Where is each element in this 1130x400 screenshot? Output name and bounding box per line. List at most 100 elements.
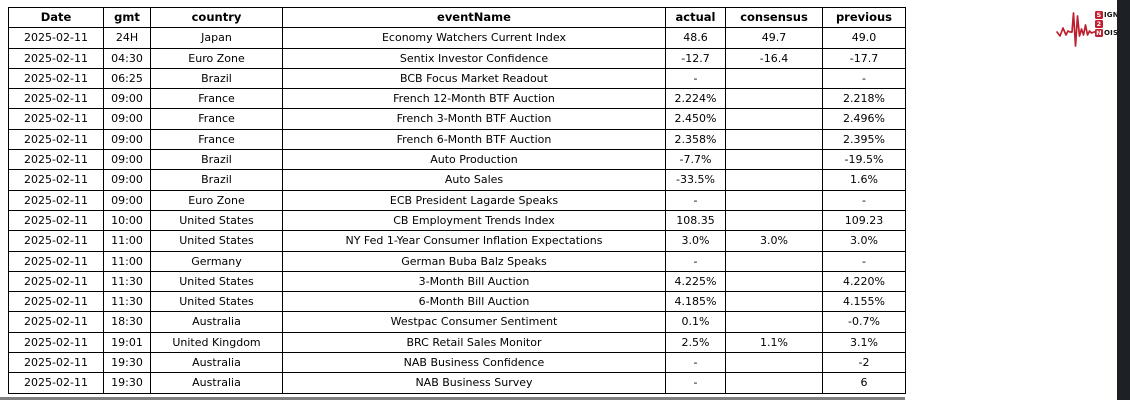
cell-gmt: 04:30 — [103, 47, 151, 69]
cell-eventname: Auto Production — [282, 149, 666, 171]
cell-country: France — [150, 88, 283, 110]
cell-country: Brazil — [150, 67, 283, 90]
cell-previous: 6 — [822, 372, 906, 394]
cell-date: 2025-02-11 — [8, 352, 104, 374]
cell-country: Australia — [150, 352, 283, 374]
column-header-gmt: gmt — [103, 6, 151, 29]
cell-date: 2025-02-11 — [8, 291, 104, 313]
cell-date: 2025-02-11 — [8, 149, 104, 171]
table-row: 2025-02-11 09:00 Euro Zone ECB President La… — [8, 189, 906, 211]
cell-previous: - — [822, 189, 906, 211]
cell-eventname: BCB Focus Market Readout — [282, 67, 666, 90]
cell-gmt: 06:25 — [103, 67, 151, 90]
cell-previous: - — [822, 67, 906, 90]
table-row: 2025-02-11 19:30 Australia NAB Business Sur… — [8, 372, 906, 394]
cell-gmt: 09:00 — [103, 169, 151, 191]
cell-actual: - — [665, 372, 726, 394]
cell-country: United States — [150, 209, 283, 232]
cell-actual: 2.450% — [665, 108, 726, 130]
cell-date: 2025-02-11 — [8, 47, 104, 69]
cell-country: Euro Zone — [150, 189, 283, 211]
cell-consensus — [725, 88, 823, 110]
table-row: 2025-02-11 09:00 Brazil Auto Production -7.7… — [8, 149, 906, 171]
table-row: 2025-02-11 09:00 France French 6-Month BTF … — [8, 128, 906, 151]
cell-consensus: -16.4 — [725, 47, 823, 69]
cell-country: United Kingdom — [150, 331, 283, 354]
cell-actual: 2.224% — [665, 88, 726, 110]
cell-eventname: Sentix Investor Confidence — [282, 47, 666, 69]
table-row: 2025-02-11 11:30 United States 6-Month Bill… — [8, 291, 906, 313]
table-row: 2025-02-11 04:30 Euro Zone Sentix Investor … — [8, 47, 906, 69]
cell-eventname: NAB Business Survey — [282, 372, 666, 394]
cell-previous: -19.5% — [822, 149, 906, 171]
cell-gmt: 19:30 — [103, 352, 151, 374]
logo-line-noise: N OISE — [1095, 29, 1129, 37]
cell-consensus — [725, 291, 823, 313]
cell-country: France — [150, 108, 283, 130]
cell-actual: 2.358% — [665, 128, 726, 151]
cell-eventname: BRC Retail Sales Monitor — [282, 331, 666, 354]
cell-eventname: CB Employment Trends Index — [282, 209, 666, 232]
cell-consensus — [725, 311, 823, 333]
cell-gmt: 09:00 — [103, 108, 151, 130]
logo-badge-n: N — [1095, 29, 1103, 37]
cell-actual: 4.225% — [665, 270, 726, 293]
cell-country: Australia — [150, 372, 283, 394]
cell-consensus: 49.7 — [725, 27, 823, 49]
cell-gmt: 11:30 — [103, 291, 151, 313]
cell-eventname: Auto Sales — [282, 169, 666, 191]
cell-actual: 2.5% — [665, 331, 726, 354]
cell-actual: - — [665, 352, 726, 374]
cell-consensus — [725, 209, 823, 232]
cell-consensus — [725, 149, 823, 171]
cell-previous: 2.395% — [822, 128, 906, 151]
cell-eventname: NAB Business Confidence — [282, 352, 666, 374]
logo-badge-2: 2 — [1095, 20, 1103, 28]
table-header-row: Date gmt country eventName actual consen… — [8, 6, 906, 29]
cell-actual: 108.35 — [665, 209, 726, 232]
cell-consensus — [725, 270, 823, 293]
table-row: 2025-02-11 19:01 United Kingdom BRC Retail … — [8, 331, 906, 354]
bottom-edge-strip — [0, 397, 905, 400]
cell-gmt: 11:30 — [103, 270, 151, 293]
cell-consensus: 1.1% — [725, 331, 823, 354]
column-header-actual: actual — [665, 6, 726, 29]
cell-previous: 4.220% — [822, 270, 906, 293]
column-header-country: country — [150, 6, 283, 29]
logo-noise-text: OISE — [1104, 29, 1124, 37]
cell-country: United States — [150, 291, 283, 313]
table-row: 2025-02-11 19:30 Australia NAB Business Con… — [8, 352, 906, 374]
cell-eventname: French 12-Month BTF Auction — [282, 88, 666, 110]
column-header-previous: previous — [822, 6, 906, 29]
cell-actual: 48.6 — [665, 27, 726, 49]
table-row: 2025-02-11 10:00 United States CB Employmen… — [8, 209, 906, 232]
cell-previous: - — [822, 250, 906, 272]
cell-eventname: French 3-Month BTF Auction — [282, 108, 666, 130]
logo-signal-text: IGNAL — [1104, 11, 1129, 19]
cell-actual: - — [665, 67, 726, 90]
cell-previous: 109.23 — [822, 209, 906, 232]
cell-previous: 49.0 — [822, 27, 906, 49]
cell-actual: 3.0% — [665, 230, 726, 252]
table-row: 2025-02-11 18:30 Australia Westpac Consumer… — [8, 311, 906, 333]
cell-country: Brazil — [150, 169, 283, 191]
table-row: 2025-02-11 11:00 Germany German Buba Balz S… — [8, 250, 906, 272]
cell-date: 2025-02-11 — [8, 331, 104, 354]
cell-date: 2025-02-11 — [8, 250, 104, 272]
cell-gmt: 11:00 — [103, 250, 151, 272]
cell-consensus — [725, 250, 823, 272]
cell-actual: 0.1% — [665, 311, 726, 333]
cell-date: 2025-02-11 — [8, 209, 104, 232]
ecg-waveform-icon — [1056, 12, 1098, 47]
cell-eventname: Economy Watchers Current Index — [282, 27, 666, 49]
cell-actual: -12.7 — [665, 47, 726, 69]
logo-badge-s: S — [1095, 11, 1103, 19]
cell-date: 2025-02-11 — [8, 372, 104, 394]
cell-previous: 3.0% — [822, 230, 906, 252]
cell-eventname: French 6-Month BTF Auction — [282, 128, 666, 151]
cell-gmt: 19:01 — [103, 331, 151, 354]
cell-previous: -2 — [822, 352, 906, 374]
cell-gmt: 24H — [103, 27, 151, 49]
cell-consensus — [725, 189, 823, 211]
